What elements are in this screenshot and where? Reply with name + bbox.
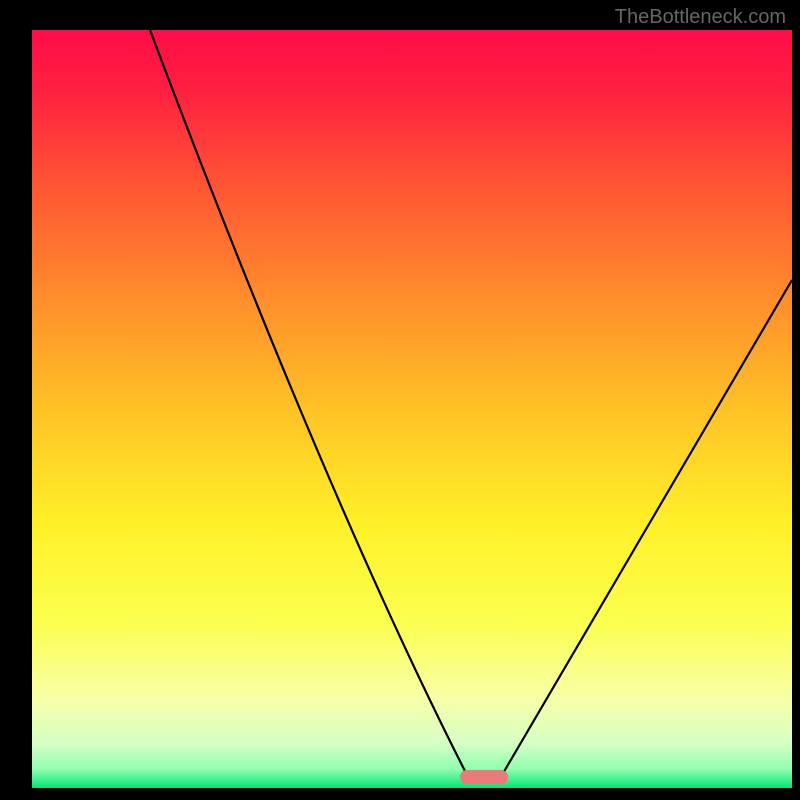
plot-area <box>32 30 792 788</box>
bottleneck-curve <box>32 30 792 788</box>
curve-right-branch <box>502 280 792 775</box>
optimal-marker <box>460 770 508 784</box>
chart-container: TheBottleneck.com <box>0 0 800 800</box>
watermark-text: TheBottleneck.com <box>615 6 786 29</box>
curve-left-branch <box>150 30 467 775</box>
